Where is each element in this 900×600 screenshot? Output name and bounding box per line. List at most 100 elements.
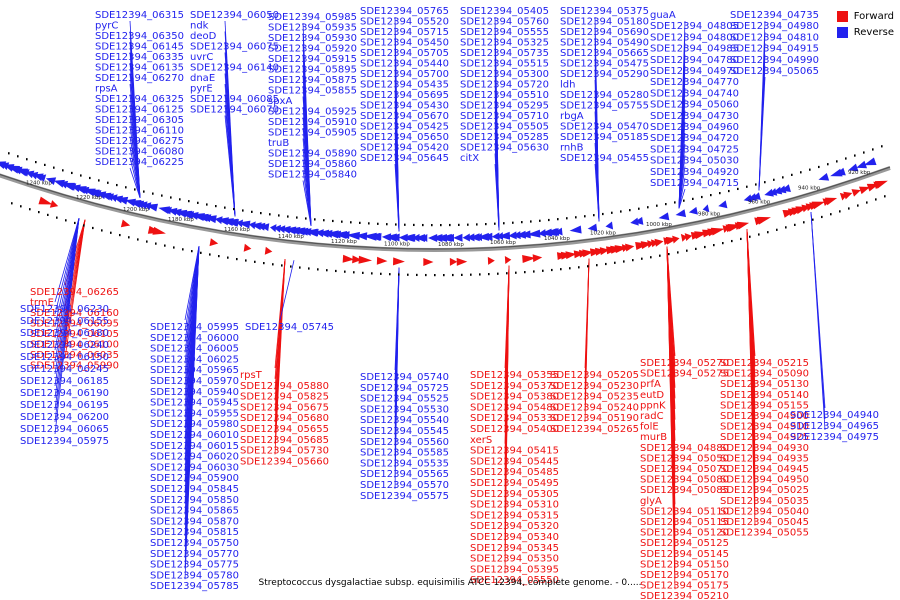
gene-label: SDE12394_05085: [640, 485, 729, 496]
gene-label: SDE12394_06050: [190, 10, 279, 21]
feature-arrow-shape: [780, 184, 791, 192]
gene-label: SDE12394_06180: [20, 328, 109, 339]
feature-arrow: [407, 233, 416, 242]
tick-mark: [281, 264, 283, 267]
scale-label: 1160 kbp: [224, 227, 250, 233]
tick-mark: [389, 273, 391, 276]
tick-mark: [296, 216, 298, 219]
feature-arrow: [49, 200, 59, 208]
tick-mark: [569, 267, 571, 270]
feature-arrow: [38, 196, 53, 205]
feature-arrow: [582, 249, 594, 258]
legend-forward: Forward: [836, 8, 894, 24]
gene-label: SDE12394_05520: [360, 17, 449, 28]
feature-arrow-shape: [444, 233, 455, 242]
gene-label: SDE12394_05120: [640, 528, 729, 539]
gene-label: SDE12394_06350: [95, 31, 184, 42]
feature-arrow: [858, 186, 871, 195]
tick-mark: [170, 196, 172, 199]
feature-arrow: [393, 257, 405, 266]
tick-mark: [200, 251, 202, 254]
feature-arrow: [824, 197, 838, 206]
feature-arrow-shape: [358, 255, 373, 264]
gene-label: rpsT: [240, 370, 263, 381]
tick-mark: [620, 210, 622, 213]
gene-label: SDE12394_05990: [30, 361, 119, 372]
tick-mark: [314, 218, 316, 221]
gene-label: SDE12394_06160: [30, 308, 119, 319]
gene-label: SDE12394_05955: [150, 408, 239, 419]
leader-line: [594, 163, 600, 222]
gene-label: SDE12394_05855: [268, 86, 357, 97]
gene-label: SDE12394_06150: [20, 352, 109, 363]
tick-mark: [62, 169, 64, 172]
gene-label: SDE12394_06275: [95, 136, 184, 147]
gene-label: SDE12394_04975: [790, 432, 879, 443]
tick-mark: [611, 211, 613, 214]
feature-arrow-shape: [71, 184, 81, 193]
tick-mark: [404, 223, 406, 226]
gene-label: SDE12394_05935: [268, 23, 357, 34]
feature-arrow: [675, 209, 687, 218]
gene-label: SDE12394_06200: [20, 412, 109, 423]
tick-mark: [182, 248, 184, 251]
tick-mark: [116, 183, 118, 187]
feature-arrow-shape: [237, 220, 251, 229]
gene-label: SDE12394_06010: [150, 430, 239, 441]
feature-arrow: [339, 231, 350, 240]
tick-mark: [533, 270, 535, 273]
gene-label: SDE12394_05275: [640, 369, 729, 380]
gene-label: SDE12394_05285: [460, 132, 549, 143]
gene-label: SDE12394_05475: [560, 59, 649, 70]
feature-arrow: [487, 256, 495, 265]
gene-label: SDE12394_05045: [720, 517, 809, 528]
tick-mark: [587, 265, 589, 268]
gene-label: SDE12394_05730: [240, 446, 329, 457]
tick-mark: [407, 273, 409, 276]
gene-label: SDE12394_05565: [360, 469, 449, 480]
gene-label: rpsA: [95, 84, 118, 95]
gene-label: SDE12394_05545: [360, 426, 449, 437]
gene-label: SDE12394_05505: [460, 122, 549, 133]
feature-arrow: [702, 204, 710, 213]
gene-label: SDE12394_05345: [470, 543, 559, 554]
feature-arrow-shape: [747, 193, 757, 202]
gene-label: SDE12394_06000: [150, 333, 239, 344]
tick-mark: [341, 220, 343, 223]
gene-label: SDE12394_04780: [650, 55, 739, 66]
tick-mark: [197, 201, 199, 204]
feature-arrow-shape: [573, 250, 586, 259]
tick-mark: [875, 198, 877, 201]
tick-mark: [143, 190, 145, 193]
gene-label: SDE12394_05395: [470, 564, 559, 575]
tick-mark: [47, 213, 49, 217]
feature-arrow: [201, 214, 212, 223]
feature-arrow-shape: [38, 174, 47, 182]
tick-mark: [413, 223, 415, 227]
gene-label: SDE12394_04900: [720, 411, 809, 422]
tick-mark: [800, 171, 802, 174]
feature-arrow: [116, 196, 129, 205]
feature-arrow-shape: [0, 162, 10, 170]
feature-arrow-shape: [569, 225, 582, 234]
tick-mark: [596, 264, 598, 267]
feature-arrow: [390, 233, 400, 242]
gene-label: SDE12394_05065: [730, 66, 819, 77]
gene-label: SDE12394_04715: [650, 178, 739, 189]
tick-mark: [53, 166, 55, 169]
gene-label: SDE12394_04920: [650, 167, 739, 178]
feature-arrow-shape: [342, 254, 355, 263]
gene-label: SDE12394_05025: [720, 485, 809, 496]
gene-label: SDE12394_05850: [150, 495, 239, 506]
feature-arrow-shape: [684, 233, 693, 242]
gene-label: SDE12394_04735: [730, 10, 819, 21]
tick-mark: [290, 265, 292, 268]
gene-label: eutD: [640, 390, 664, 401]
scale-label: 940 kbp: [798, 186, 821, 192]
tick-mark: [674, 201, 676, 204]
feature-arrow: [110, 194, 118, 203]
feature-arrow: [818, 172, 830, 181]
gene-label: SDE12394_05190: [550, 413, 639, 424]
gene-label: SDE12394_06005: [150, 344, 239, 355]
feature-arrow: [469, 233, 480, 242]
